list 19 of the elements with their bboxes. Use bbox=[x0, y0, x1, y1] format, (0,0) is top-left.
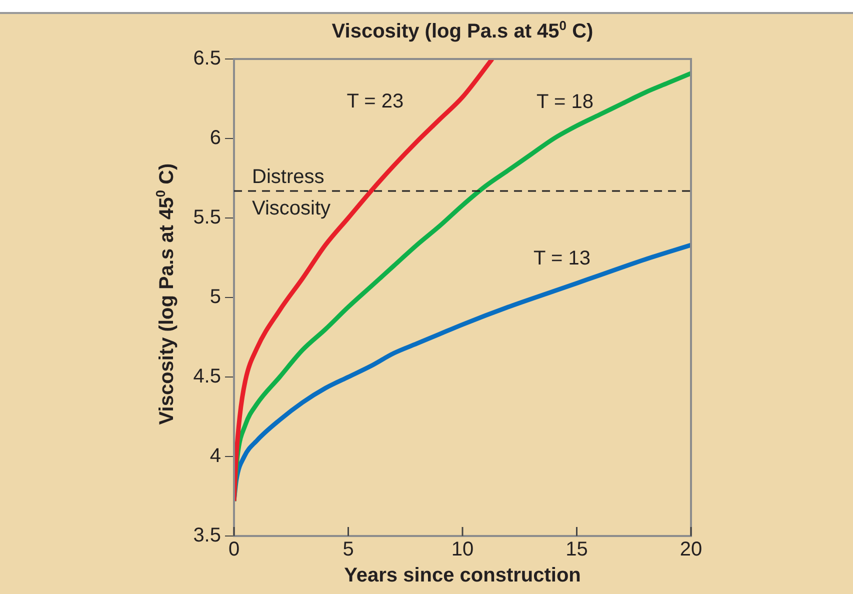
y-tick-label: 3.5 bbox=[193, 524, 221, 547]
y-tick-label: 6 bbox=[210, 127, 221, 150]
x-axis-title: Years since construction bbox=[344, 564, 581, 587]
series-label: T = 13 bbox=[534, 248, 590, 270]
y-tick-label: 4.5 bbox=[193, 366, 221, 388]
y-tick-label: 6.5 bbox=[193, 48, 221, 70]
x-tick-label: 5 bbox=[342, 538, 354, 561]
ref-line-label: Distress Viscosity bbox=[252, 166, 331, 220]
x-tick-label: 20 bbox=[680, 538, 702, 561]
chart-title: Viscosity (log Pa.s at 45$^{0}$ C) bbox=[330, 18, 594, 44]
series-label: T = 23 bbox=[346, 90, 404, 113]
series-label: T = 18 bbox=[536, 90, 594, 113]
line-series bbox=[234, 59, 494, 504]
x-tick-label: 15 bbox=[566, 538, 588, 561]
x-tick-label: 10 bbox=[451, 538, 474, 561]
y-tick-label: 5 bbox=[210, 286, 221, 308]
y-tick-label: 4 bbox=[210, 445, 221, 468]
y-tick-label: 5.5 bbox=[193, 206, 221, 229]
x-tick-label: 0 bbox=[228, 538, 240, 561]
